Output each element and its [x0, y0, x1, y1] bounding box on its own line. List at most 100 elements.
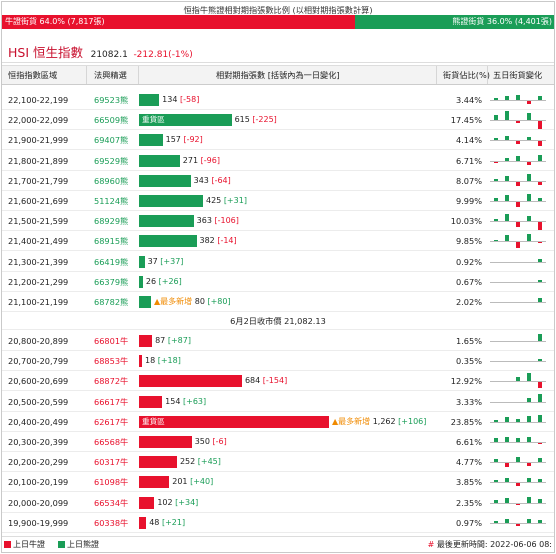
- warrant-code-link[interactable]: 68960熊: [94, 175, 129, 186]
- range-cell: 20,700-20,799: [8, 356, 69, 367]
- contracts-bar-cell: 271 [-96]: [139, 151, 436, 171]
- contracts-value: 350 [-6]: [195, 432, 227, 452]
- warrant-code-link[interactable]: 68782熊: [94, 297, 129, 307]
- contracts-number: 87: [155, 336, 166, 345]
- contracts-bar-cell: 154 [+63]: [139, 392, 436, 412]
- contracts-value: 684 [-154]: [245, 371, 287, 391]
- contracts-bar: 重貨區: [139, 114, 232, 127]
- sparkline-baseline: [490, 221, 546, 223]
- range-cell: 20,400-20,499: [8, 416, 69, 427]
- warrant-code-link[interactable]: 61098牛: [94, 477, 129, 488]
- contracts-bar-cell: 201 [+40]: [139, 472, 436, 492]
- contracts-bar: [139, 255, 145, 268]
- share-percent: 3.33%: [455, 396, 482, 407]
- contracts-value: 425 [+31]: [206, 191, 247, 211]
- warrant-code-link[interactable]: 66419熊: [94, 256, 129, 267]
- sparkline-bar: [505, 111, 509, 121]
- table-row: 19,900-19,999 60338牛 48 [+21] 0.97%: [2, 513, 554, 533]
- sparkline-bar: [505, 176, 509, 181]
- index-name: HSI 恒生指數: [8, 45, 83, 60]
- contracts-bar: [139, 395, 163, 408]
- warrant-code-link[interactable]: 66568牛: [94, 437, 129, 447]
- daily-change: [+37]: [160, 256, 184, 266]
- sparkline-baseline: [490, 140, 546, 142]
- contracts-value: ▲最多新增 1,262 [+106]: [332, 412, 426, 432]
- range-cell: 20,100-20,199: [8, 477, 69, 488]
- five-day-sparkline: [488, 472, 548, 492]
- table-row: 20,500-20,599 66617牛 154 [+63] 3.33%: [2, 392, 554, 412]
- sparkline-bar: [516, 94, 520, 100]
- header-code: 法興精選: [94, 70, 127, 80]
- warrant-code-link[interactable]: 68872牛: [94, 376, 129, 387]
- sparkline-baseline: [490, 341, 546, 342]
- table-row: 21,700-21,799 68960熊 343 [-64] 8.07%: [2, 171, 554, 191]
- contracts-bar-cell: 重貨區 ▲最多新增 1,262 [+106]: [139, 412, 436, 432]
- warrant-code-link[interactable]: 69529熊: [94, 155, 129, 166]
- range-cell: 21,900-21,999: [8, 135, 69, 146]
- warrant-code-link[interactable]: 68915熊: [94, 236, 129, 247]
- five-day-sparkline: [488, 272, 548, 292]
- five-day-sparkline: [488, 231, 548, 251]
- sparkline-bar: [527, 161, 531, 166]
- sparkline-bar: [527, 519, 531, 523]
- contracts-number: 350: [194, 437, 210, 446]
- five-day-sparkline: [488, 432, 548, 452]
- sparkline-bar: [538, 382, 542, 388]
- contracts-bar: [139, 134, 163, 147]
- share-percent: 12.92%: [450, 376, 482, 387]
- sparkline-baseline: [490, 241, 546, 243]
- header-range: 恒指指數區域: [8, 70, 58, 80]
- sparkline-bar: [538, 443, 542, 444]
- range-cell: 21,600-21,699: [8, 196, 69, 206]
- table-row: 20,800-20,899 66801牛 87 [+87] 1.65%: [2, 331, 554, 351]
- table-row: 21,600-21,699 51124熊 425 [+31] 9.99%: [2, 191, 554, 211]
- range-cell: 21,200-21,299: [8, 276, 69, 287]
- warrant-code-link[interactable]: 62617牛: [94, 416, 129, 427]
- contracts-value: 363 [-106]: [197, 211, 239, 231]
- daily-change: [+45]: [197, 457, 221, 467]
- sparkline-bar: [527, 397, 531, 402]
- sparkline-bar: [527, 463, 531, 466]
- contracts-bar-cell: 343 [-64]: [139, 171, 436, 191]
- warrant-code-link[interactable]: 69523熊: [94, 95, 129, 105]
- legend-bull-label: 上日牛證: [13, 540, 45, 549]
- warrant-code-link[interactable]: 51124熊: [94, 196, 129, 206]
- contracts-bar-cell: 425 [+31]: [139, 191, 436, 211]
- update-hash: #: [427, 540, 435, 549]
- sparkline-bar: [516, 376, 520, 382]
- contracts-number: 271: [182, 155, 199, 165]
- sparkline-bar: [494, 438, 498, 442]
- warrant-code-link[interactable]: 66617牛: [94, 396, 129, 407]
- sparkline-baseline: [490, 482, 546, 484]
- warrant-code-link[interactable]: 66801牛: [94, 336, 129, 346]
- warrant-code-link[interactable]: 66534牛: [94, 497, 129, 508]
- share-percent: 6.61%: [455, 437, 482, 447]
- sparkline-bar: [538, 95, 542, 100]
- contracts-bar-cell: 87 [+87]: [139, 331, 436, 351]
- warrant-code-link[interactable]: 68929熊: [94, 216, 129, 227]
- sparkline-bar: [538, 359, 542, 362]
- warrant-code-link[interactable]: 60317牛: [94, 457, 129, 468]
- table-row: 20,700-20,799 68853牛 18 [+18] 0.35%: [2, 351, 554, 372]
- range-cell: 21,100-21,199: [8, 297, 69, 307]
- warrant-code-link[interactable]: 66509熊: [94, 115, 129, 126]
- share-percent: 2.35%: [455, 497, 482, 508]
- sparkline-bar: [538, 333, 542, 341]
- warrant-code-link[interactable]: 60338牛: [94, 517, 129, 528]
- contracts-value: 48 [+21]: [149, 513, 185, 533]
- sparkline-bar: [527, 373, 531, 382]
- contracts-number: 26: [145, 276, 157, 286]
- share-percent: 23.85%: [450, 416, 482, 427]
- five-day-sparkline: [488, 331, 548, 351]
- daily-change: [-58]: [180, 95, 200, 104]
- range-cell: 21,800-21,899: [8, 155, 69, 166]
- sparkline-baseline: [490, 381, 546, 383]
- sparkline-baseline: [490, 401, 546, 403]
- sparkline-bar: [505, 519, 509, 523]
- warrant-code-link[interactable]: 68853牛: [94, 356, 129, 367]
- sparkline-bar: [516, 483, 520, 487]
- warrant-code-link[interactable]: 69407熊: [94, 135, 129, 146]
- contracts-bar: 重貨區: [139, 415, 329, 428]
- warrant-code-link[interactable]: 66379熊: [94, 276, 129, 287]
- header-separator: [487, 66, 488, 84]
